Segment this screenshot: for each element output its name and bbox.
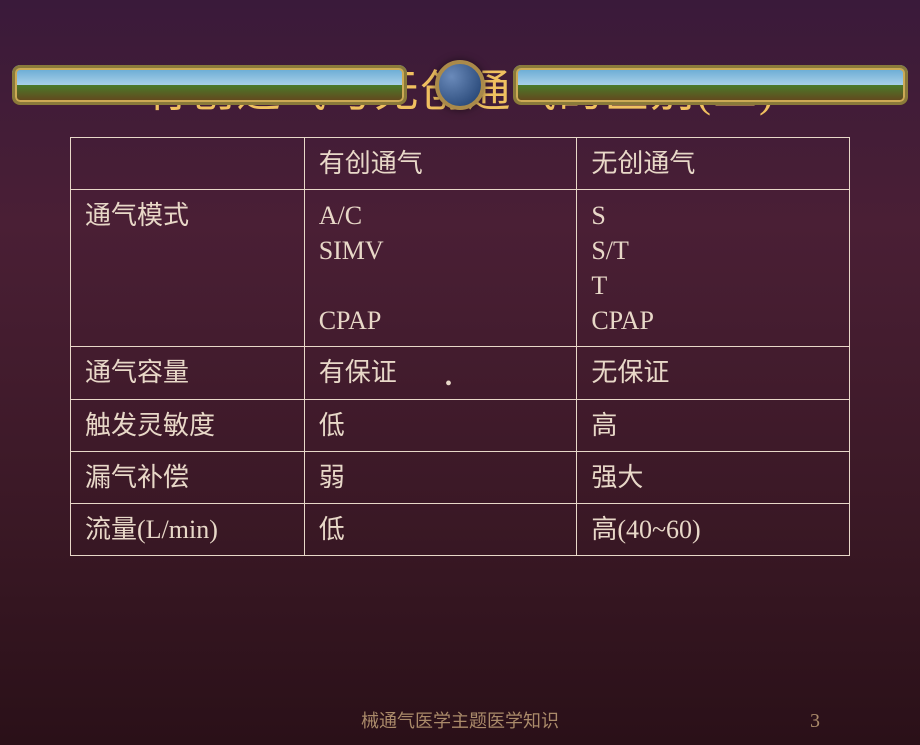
row-label: 触发灵敏度 [71, 399, 305, 451]
header-cell-empty [71, 138, 305, 190]
row-cell-noninvasive: 强大 [577, 451, 850, 503]
table-row: 流量(L/min) 低 高(40~60) [71, 503, 850, 555]
table-row: 漏气补偿 弱 强大 [71, 451, 850, 503]
table-row: 通气模式 A/C SIMV CPAP S S/T T CPAP [71, 190, 850, 347]
row-label: 流量(L/min) [71, 503, 305, 555]
row-cell-invasive: 有保证 [304, 347, 577, 399]
comparison-table-container: 有创通气 无创通气 通气模式 A/C SIMV CPAP S S/T T CPA… [70, 137, 850, 556]
header-cell-invasive: 有创通气 [304, 138, 577, 190]
comparison-table: 有创通气 无创通气 通气模式 A/C SIMV CPAP S S/T T CPA… [70, 137, 850, 556]
row-cell-invasive: 弱 [304, 451, 577, 503]
table-header-row: 有创通气 无创通气 [71, 138, 850, 190]
table-row: 通气容量 有保证 无保证 [71, 347, 850, 399]
decorative-banner [0, 55, 920, 115]
row-cell-invasive: 低 [304, 503, 577, 555]
banner-left [12, 65, 407, 105]
row-cell-noninvasive: S S/T T CPAP [577, 190, 850, 347]
row-label: 漏气补偿 [71, 451, 305, 503]
page-number: 3 [810, 710, 820, 733]
row-cell-noninvasive: 高(40~60) [577, 503, 850, 555]
row-cell-invasive: A/C SIMV CPAP [304, 190, 577, 347]
row-cell-invasive: 低 [304, 399, 577, 451]
bullet-dot-icon: • [445, 373, 452, 396]
header-cell-noninvasive: 无创通气 [577, 138, 850, 190]
banner-jewel-container [415, 55, 505, 115]
slide-footer: 械通气医学主题医学知识 [0, 707, 920, 733]
row-cell-noninvasive: 无保证 [577, 347, 850, 399]
row-label: 通气容量 [71, 347, 305, 399]
banner-right [513, 65, 908, 105]
table-row: 触发灵敏度 低 高 [71, 399, 850, 451]
jewel-icon [435, 60, 485, 110]
row-cell-noninvasive: 高 [577, 399, 850, 451]
row-label: 通气模式 [71, 190, 305, 347]
